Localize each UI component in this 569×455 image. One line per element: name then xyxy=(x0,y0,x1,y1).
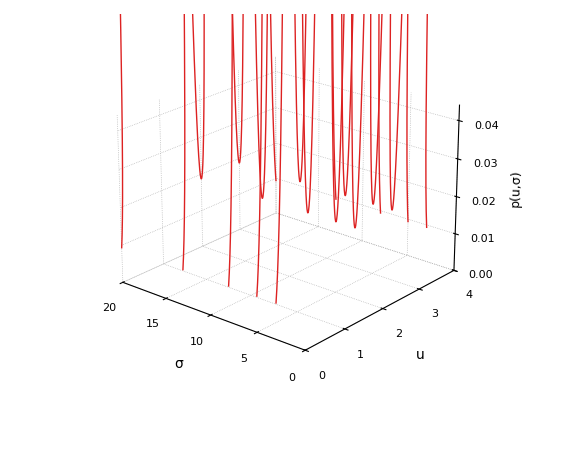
Y-axis label: u: u xyxy=(415,347,424,361)
X-axis label: σ: σ xyxy=(175,357,183,371)
